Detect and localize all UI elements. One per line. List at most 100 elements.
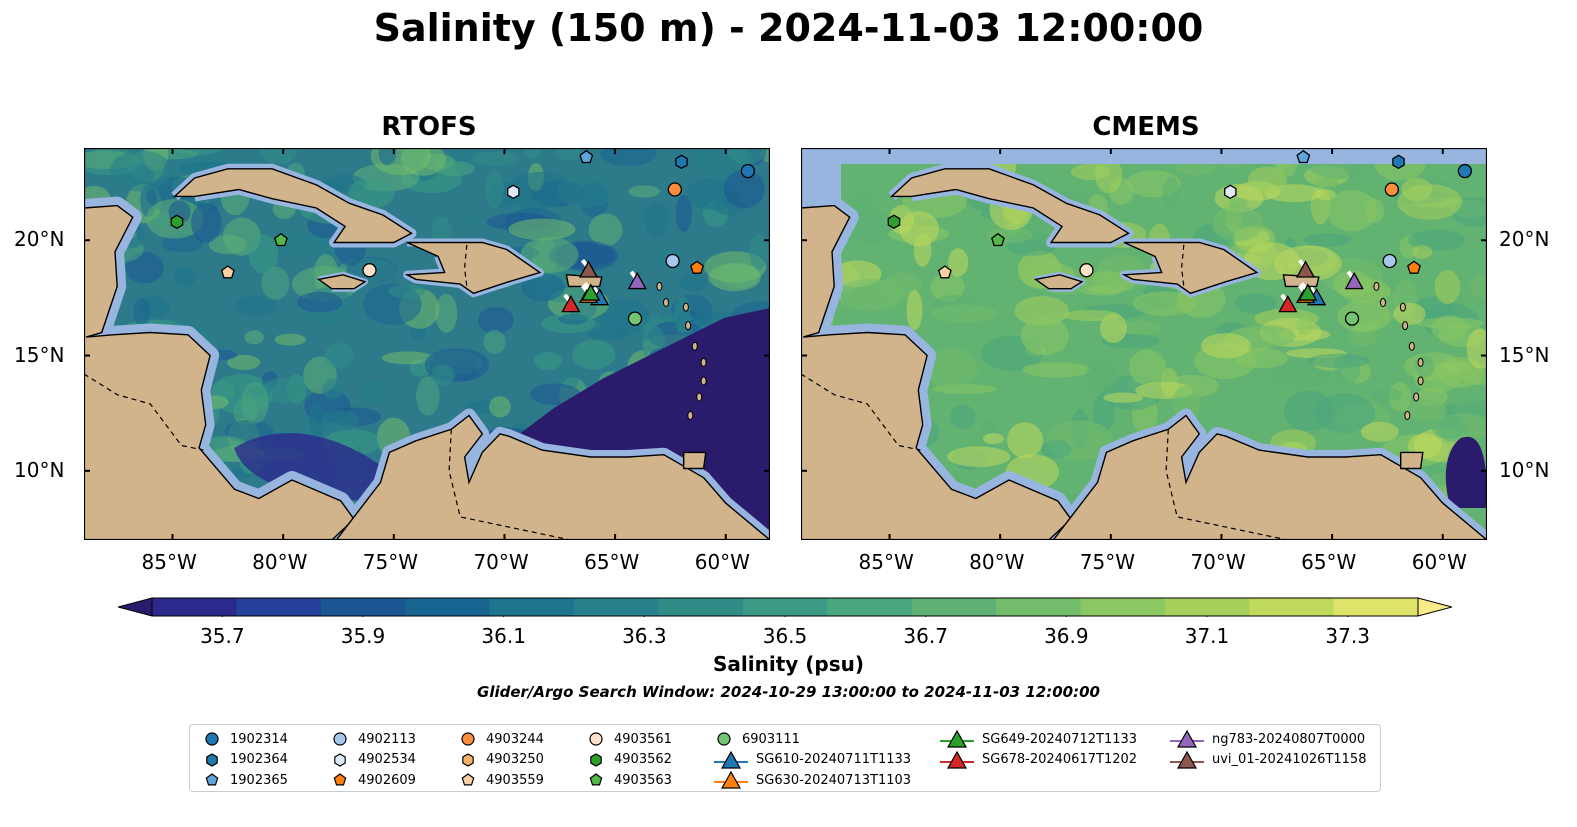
rtofs-land-jamaica bbox=[316, 274, 367, 290]
rtofs-border-central-america bbox=[84, 373, 204, 451]
legend-label: 4903250 bbox=[486, 752, 544, 767]
rtofs-land bbox=[84, 148, 770, 540]
legend-marker-SG630-20240713T1103 bbox=[714, 770, 748, 789]
colorbar-tick-label-2: 36.1 bbox=[481, 624, 526, 648]
legend-label: 4902113 bbox=[358, 731, 416, 747]
legend-entry-1902365: 1902365 bbox=[202, 770, 288, 790]
rtofs-argo-1902365 bbox=[579, 149, 594, 164]
cmems-land-jamaica bbox=[1033, 274, 1084, 290]
legend-marker-4903250 bbox=[462, 752, 474, 767]
legend-marker-4903562 bbox=[590, 752, 602, 767]
legend-entry-4903559: 4903559 bbox=[458, 770, 544, 790]
rtofs-argo-4903244 bbox=[667, 182, 682, 197]
colorbar-bin-9 bbox=[911, 598, 997, 616]
cmems-argo-4903562 bbox=[887, 214, 901, 230]
legend-label: 4903244 bbox=[486, 731, 544, 747]
legend-label: 6903111 bbox=[742, 731, 800, 747]
rtofs-land-southamerica bbox=[335, 414, 770, 540]
colorbar-bin-3 bbox=[405, 598, 491, 616]
legend-marker-4903563 bbox=[589, 773, 603, 786]
cmems-argo-4902113 bbox=[1382, 253, 1397, 269]
cmems-map-frame bbox=[801, 148, 1487, 540]
rtofs-lat-label-1: 15°N bbox=[14, 342, 65, 367]
cmems-border-colombia-venezuela bbox=[1165, 429, 1288, 540]
rtofs-lat-label-2: 10°N bbox=[14, 457, 65, 482]
legend-entry-SG630-20240713T1103: SG630-20240713T1103 bbox=[714, 770, 911, 790]
cmems-island-4 bbox=[1417, 376, 1424, 386]
legend-marker-4902534 bbox=[334, 752, 346, 767]
legend-marker-1902314 bbox=[205, 732, 219, 746]
legend-label: 4903561 bbox=[614, 731, 672, 747]
legend-label: ng783-20240807T0000 bbox=[1212, 731, 1366, 747]
rtofs-lat-label-0: 20°N bbox=[14, 227, 65, 252]
cmems-argo-4903559 bbox=[937, 265, 952, 279]
cmems-argo-4903244 bbox=[1384, 182, 1399, 197]
rtofs-island-0 bbox=[682, 302, 689, 312]
colorbar-tick-label-4: 36.5 bbox=[762, 624, 808, 648]
legend-entry-1902314: 1902314 bbox=[202, 729, 288, 749]
cmems-island-8 bbox=[1380, 298, 1386, 307]
rtofs-argo-4902534 bbox=[507, 184, 520, 200]
legend-label: 4903563 bbox=[614, 772, 672, 788]
legend-entry-4903561: 4903561 bbox=[586, 729, 672, 749]
colorbar-over-extension bbox=[1417, 597, 1452, 617]
legend-marker-4903244 bbox=[461, 732, 475, 746]
legend-marker-6903111 bbox=[717, 732, 731, 746]
rtofs-glider-SG678-20240617T1202 bbox=[561, 294, 581, 313]
colorbar-bin-12 bbox=[1164, 598, 1250, 616]
cmems-argo-4902609 bbox=[1407, 260, 1421, 274]
rtofs-argo-4903559 bbox=[220, 265, 235, 279]
legend-entry-SG649-20240712T1133: SG649-20240712T1133 bbox=[940, 729, 1137, 749]
colorbar-bin-6 bbox=[658, 598, 744, 616]
legend-marker-4903559 bbox=[461, 773, 475, 786]
legend-label: SG610-20240711T1133 bbox=[756, 752, 912, 767]
cmems-island-7 bbox=[1373, 281, 1380, 291]
rtofs-lon-label-2: 75°W bbox=[362, 550, 419, 574]
colorbar-bin-14 bbox=[1333, 598, 1419, 616]
colorbar-tick-label-6: 36.9 bbox=[1044, 624, 1089, 648]
cmems-lon-label-1: 80°W bbox=[969, 550, 1025, 574]
rtofs-map-frame bbox=[84, 148, 770, 540]
cmems-land-yucatan bbox=[801, 204, 1072, 540]
cmems-land-hispaniola bbox=[1121, 241, 1259, 295]
colorbar-bin-2 bbox=[320, 598, 406, 616]
legend-entry-4902609: 4902609 bbox=[330, 770, 416, 790]
legend-label: 1902314 bbox=[230, 731, 288, 747]
colorbar-bin-11 bbox=[1080, 598, 1166, 616]
cmems-argo-4902534 bbox=[1224, 184, 1237, 200]
figure-title: Salinity (150 m) - 2024-11-03 12:00:00 bbox=[373, 6, 1204, 50]
cmems-argo-1902314 bbox=[1457, 163, 1473, 179]
rtofs-island-4 bbox=[700, 376, 707, 386]
cmems-island-5 bbox=[1413, 392, 1420, 402]
legend-entry-uvi_01-20241026T1158: uvi_01-20241026T1158 bbox=[1170, 750, 1366, 770]
rtofs-glider-SG649-20240712T1133 bbox=[581, 283, 601, 301]
legend-entry-4902534: 4902534 bbox=[330, 750, 416, 770]
colorbar-tick-label-7: 37.1 bbox=[1184, 624, 1230, 648]
legend-entry-ng783-20240807T0000: ng783-20240807T0000 bbox=[1170, 729, 1365, 749]
colorbar-tick-label-1: 35.9 bbox=[340, 624, 386, 648]
rtofs-argo-6903111 bbox=[627, 311, 643, 326]
rtofs-island-1 bbox=[685, 321, 692, 331]
legend-entry-4903562: 4903562 bbox=[586, 750, 672, 770]
colorbar-tick-label-8: 37.3 bbox=[1325, 624, 1370, 648]
legend-label: 1902364 bbox=[230, 752, 288, 767]
legend-label: SG630-20240713T1103 bbox=[756, 772, 912, 788]
cmems-land-cuba bbox=[889, 168, 1130, 244]
rtofs-glider-ng783-20240807T0000 bbox=[627, 271, 647, 290]
legend-label: SG678-20240617T1202 bbox=[982, 752, 1138, 767]
cmems-island-3 bbox=[1417, 357, 1424, 367]
cmems-argo-6903111 bbox=[1344, 311, 1360, 326]
colorbar-bin-10 bbox=[996, 598, 1081, 616]
legend-label: 4902534 bbox=[358, 752, 416, 767]
rtofs-argo-4903563 bbox=[274, 232, 288, 247]
rtofs-land-cuba bbox=[172, 168, 413, 244]
cmems-map[interactable] bbox=[801, 148, 1487, 540]
cmems-land-trinidad bbox=[1400, 451, 1424, 470]
cmems-lon-label-0: 85°W bbox=[858, 550, 914, 574]
rtofs-border-colombia-venezuela bbox=[448, 429, 571, 540]
rtofs-argo-4903562 bbox=[170, 214, 184, 230]
cmems-border-central-america bbox=[801, 373, 921, 451]
rtofs-map[interactable] bbox=[84, 148, 770, 540]
rtofs-land-trinidad bbox=[683, 451, 707, 470]
rtofs-land-yucatan bbox=[84, 204, 355, 540]
